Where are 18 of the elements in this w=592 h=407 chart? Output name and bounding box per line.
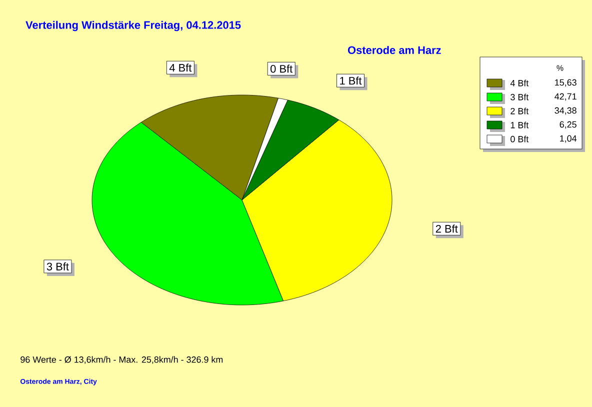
data-label: 6,25 [560,121,576,129]
data-label: 1,04 [560,135,577,143]
chart-subtitle: Osterode am Harz [348,46,441,54]
legend-label: 2 Bft [510,108,529,114]
slice-label: 2 Bft [436,224,458,233]
slice-label: 3 Bft [46,262,69,270]
data-label: 34,38 [554,107,576,115]
chart-title: Verteilung Windstärke Freitag, 04.12.2015 [26,20,241,32]
legend-label: 1 Bft [510,122,529,128]
text: 96 Werte - Ø 13,6km/h - Max. 25,8km/h - 326.9 km [20,356,223,364]
legend-label: 0 Bft [510,136,529,142]
data-label: 15,63 [555,79,576,87]
legend-label: 3 Bft [510,94,529,100]
slice-label: 4 Bft [169,64,192,72]
slice-label: 0 Bft [270,64,293,73]
legend-label: 4 Bft [510,80,529,86]
slice-label: 1 Bft [340,76,362,85]
data-label: 42,71 [554,93,576,101]
